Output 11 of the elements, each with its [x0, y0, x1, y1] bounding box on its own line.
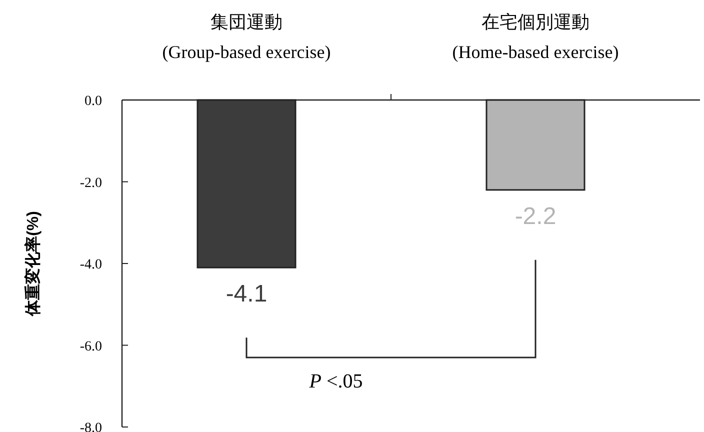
- y-tick-label: -6.0: [80, 339, 102, 354]
- y-tick-label: -8.0: [80, 421, 102, 432]
- annotation: P <.05: [308, 370, 363, 393]
- x-tick-label: 集団運動 (Group-based exercise): [162, 12, 331, 62]
- y-axis-title: 体重変化率(%): [23, 211, 42, 317]
- y-tick-label: 0.0: [84, 94, 102, 109]
- y-tick-label: -4.0: [80, 258, 102, 272]
- y-tick-label: -2.0: [80, 176, 102, 191]
- data-label: -2.2: [514, 202, 556, 230]
- data-label: -4.1: [226, 280, 268, 308]
- x-tick-label: 在宅個別運動 (Home-based exercise): [452, 12, 619, 62]
